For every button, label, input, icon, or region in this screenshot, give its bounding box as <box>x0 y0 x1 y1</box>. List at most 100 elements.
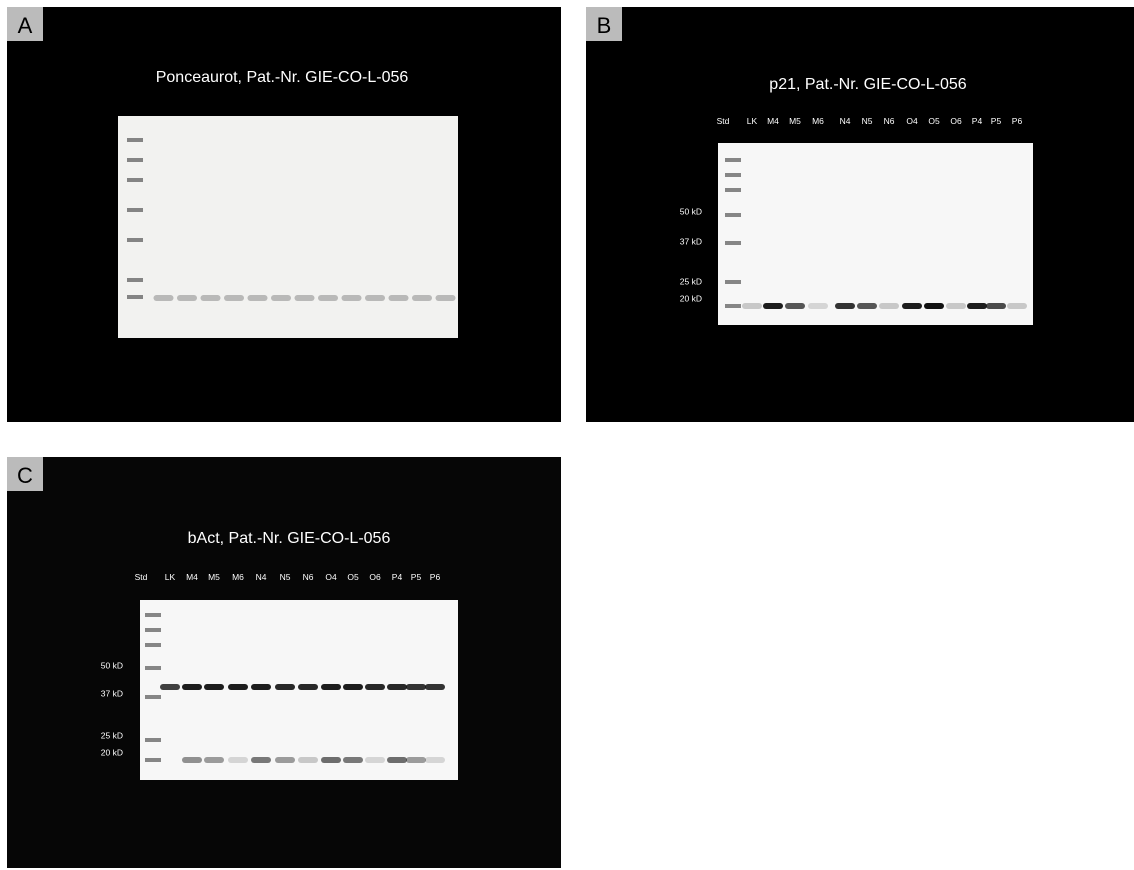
protein-band <box>271 295 291 301</box>
protein-band <box>857 303 877 309</box>
lane-label: N6 <box>884 116 895 126</box>
ladder-band <box>145 643 161 647</box>
protein-band <box>204 684 224 690</box>
lane-label: P6 <box>430 572 441 582</box>
ladder-band <box>145 738 161 742</box>
ladder-band <box>127 178 143 182</box>
ladder-band <box>127 278 143 282</box>
ladder-band <box>725 188 741 192</box>
ladder-band <box>145 628 161 632</box>
ladder-band <box>145 666 161 670</box>
lane-label: M5 <box>789 116 801 126</box>
marker-label: 20 kD <box>101 747 123 757</box>
protein-band <box>228 757 248 763</box>
protein-band <box>879 303 899 309</box>
protein-band <box>160 684 180 690</box>
lane-label: P6 <box>1012 116 1023 126</box>
protein-band <box>425 684 445 690</box>
marker-label: 50 kD <box>680 206 702 216</box>
ladder-band <box>145 758 161 762</box>
lane-label: M5 <box>208 572 220 582</box>
protein-band <box>224 295 244 301</box>
protein-band <box>275 684 295 690</box>
marker-label: 50 kD <box>101 660 123 670</box>
lane-label: N5 <box>862 116 873 126</box>
lane-label: LK <box>747 116 758 126</box>
protein-band <box>251 684 271 690</box>
lane-label: P5 <box>991 116 1002 126</box>
protein-band <box>342 295 362 301</box>
lane-label: P5 <box>411 572 422 582</box>
protein-band <box>986 303 1006 309</box>
lane-label: O5 <box>928 116 940 126</box>
ladder-band <box>127 138 143 142</box>
lane-label: Std <box>717 116 730 126</box>
protein-band <box>946 303 966 309</box>
marker-label: 25 kD <box>101 730 123 740</box>
protein-band <box>387 684 407 690</box>
protein-band <box>808 303 828 309</box>
lane-label: N4 <box>256 572 267 582</box>
protein-band <box>318 295 338 301</box>
protein-band <box>154 295 174 301</box>
lane-label: N6 <box>303 572 314 582</box>
membrane <box>118 116 458 338</box>
lane-label: O4 <box>906 116 918 126</box>
protein-band <box>425 757 445 763</box>
protein-band <box>967 303 987 309</box>
lane-label: P4 <box>972 116 983 126</box>
protein-band <box>389 295 409 301</box>
protein-band <box>177 295 197 301</box>
marker-label: 37 kD <box>101 688 123 698</box>
panel-letter: A <box>18 13 33 38</box>
membrane <box>718 143 1033 325</box>
protein-band <box>436 295 456 301</box>
panel-letter: C <box>17 463 33 488</box>
lane-label: O5 <box>347 572 359 582</box>
ladder-band <box>725 158 741 162</box>
ladder-band <box>127 238 143 242</box>
protein-band <box>365 295 385 301</box>
protein-band <box>742 303 762 309</box>
protein-band <box>365 757 385 763</box>
ladder-band <box>725 304 741 308</box>
panel-title: Ponceaurot, Pat.-Nr. GIE-CO-L-056 <box>156 69 409 86</box>
protein-band <box>763 303 783 309</box>
protein-band <box>204 757 224 763</box>
protein-band <box>321 757 341 763</box>
protein-band <box>924 303 944 309</box>
protein-band <box>1007 303 1027 309</box>
protein-band <box>321 684 341 690</box>
panel-title: p21, Pat.-Nr. GIE-CO-L-056 <box>769 76 967 93</box>
lane-label: P4 <box>392 572 403 582</box>
protein-band <box>248 295 268 301</box>
marker-label: 25 kD <box>680 276 702 286</box>
ladder-band <box>725 241 741 245</box>
protein-band <box>785 303 805 309</box>
ladder-band <box>725 280 741 284</box>
protein-band <box>251 757 271 763</box>
protein-band <box>406 684 426 690</box>
ladder-band <box>127 295 143 299</box>
panel-letter: B <box>597 13 612 38</box>
protein-band <box>182 757 202 763</box>
marker-label: 20 kD <box>680 293 702 303</box>
protein-band <box>295 295 315 301</box>
lane-label: M4 <box>767 116 779 126</box>
protein-band <box>412 295 432 301</box>
protein-band <box>387 757 407 763</box>
protein-band <box>343 684 363 690</box>
ladder-band <box>127 158 143 162</box>
lane-label: Std <box>135 572 148 582</box>
lane-label: O6 <box>950 116 962 126</box>
ladder-band <box>145 613 161 617</box>
protein-band <box>835 303 855 309</box>
protein-band <box>406 757 426 763</box>
lane-label: N5 <box>280 572 291 582</box>
ladder-band <box>725 213 741 217</box>
lane-label: M6 <box>812 116 824 126</box>
protein-band <box>201 295 221 301</box>
marker-label: 37 kD <box>680 236 702 246</box>
protein-band <box>275 757 295 763</box>
protein-band <box>365 684 385 690</box>
